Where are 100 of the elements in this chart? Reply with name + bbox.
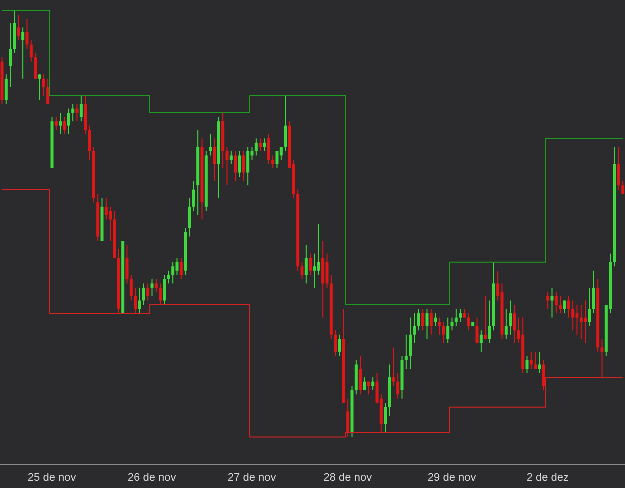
- candlestick: [180, 258, 183, 280]
- candlestick: [526, 356, 529, 374]
- candlestick: [372, 377, 375, 391]
- candlestick: [192, 180, 196, 212]
- candlestick: [580, 304, 583, 340]
- candlestick: [4, 74, 8, 106]
- candlestick: [430, 308, 433, 336]
- candlestick: [334, 330, 338, 357]
- candlestick: [259, 138, 262, 152]
- candlestick: [126, 244, 129, 284]
- candlestick: [422, 308, 425, 332]
- candlestick: [72, 104, 75, 122]
- candlestick: [484, 296, 488, 340]
- candlestick: [17, 14, 20, 42]
- candlestick: [272, 155, 275, 170]
- candlestick: [326, 253, 329, 288]
- candlestick: [209, 134, 212, 156]
- candlestick: [42, 74, 46, 96]
- candlestick: [359, 356, 362, 396]
- candlestick: [59, 112, 62, 135]
- candlestick: [426, 308, 429, 340]
- candlestick: [438, 317, 442, 336]
- candlestick: [63, 116, 66, 135]
- candlestick: [76, 104, 79, 122]
- candlestick: [46, 78, 50, 106]
- candlestick: [280, 146, 283, 160]
- candlestick: [396, 372, 400, 400]
- candlestick: [417, 308, 420, 332]
- candlestick: [538, 351, 542, 374]
- candlestick: [172, 262, 175, 284]
- candlestick: [276, 150, 279, 170]
- candlestick: [592, 270, 596, 314]
- candlestick: [26, 18, 29, 50]
- candlestick: [542, 360, 546, 391]
- candlestick: [409, 317, 412, 370]
- candlestick: [176, 258, 179, 276]
- candlestick: [138, 287, 142, 314]
- candlestick: [509, 300, 512, 336]
- candlestick: [267, 134, 270, 165]
- candlestick: [254, 138, 258, 156]
- candlestick: [38, 74, 42, 101]
- candlestick: [467, 313, 470, 332]
- candlestick: [572, 300, 575, 332]
- candlestick: [213, 138, 216, 182]
- candlestick: [142, 283, 146, 306]
- candlestick: [159, 283, 162, 306]
- candlestick: [309, 253, 312, 276]
- candlestick: [600, 338, 604, 378]
- x-tick-label: 25 de nov: [28, 472, 77, 484]
- candlestick: [313, 253, 316, 288]
- candlestick: [226, 146, 229, 186]
- candlestick: [154, 278, 158, 293]
- candlestick: [22, 27, 25, 80]
- candlestick: [550, 287, 554, 318]
- candlestick: [476, 317, 479, 344]
- candlestick: [622, 180, 625, 195]
- candlestick: [384, 402, 388, 434]
- candlestick: [459, 308, 462, 323]
- candlestick: [246, 146, 250, 186]
- candlestick: [263, 138, 266, 152]
- candlestick: [163, 274, 166, 306]
- candlestick: [80, 95, 83, 122]
- candlestick: [588, 287, 592, 327]
- candlestick: [188, 198, 192, 238]
- candlestick: [88, 125, 92, 160]
- candlestick: [534, 351, 538, 370]
- candlestick: [363, 377, 366, 391]
- candlestick: [546, 292, 550, 310]
- candlestick: [284, 95, 288, 152]
- candlestick: [392, 347, 396, 387]
- candlestick: [576, 304, 579, 336]
- candlestick: [567, 296, 570, 318]
- candlestick: [513, 304, 516, 344]
- candlestick: [242, 150, 246, 182]
- candlestick: [146, 283, 150, 302]
- candlestick: [504, 308, 508, 340]
- candlestick: [434, 313, 438, 327]
- x-tick-label: 26 de nov: [128, 472, 177, 484]
- candlestick: [480, 330, 483, 352]
- candlestick: [238, 150, 242, 178]
- candlestick: [167, 270, 170, 284]
- candlestick: [317, 223, 320, 276]
- candlestick: [488, 300, 492, 344]
- x-tick-label: 29 de nov: [428, 472, 477, 484]
- candlestick: [554, 292, 558, 314]
- candlestick: [34, 52, 38, 80]
- candlestick: [104, 198, 108, 220]
- candlestick: [54, 116, 58, 131]
- candlestick: [338, 334, 342, 357]
- x-tick-label: 2 de dez: [526, 472, 570, 484]
- candlestick: [130, 274, 133, 302]
- candlestick: [134, 287, 138, 314]
- candlestick: [442, 322, 446, 344]
- candlestick: [584, 300, 588, 344]
- x-tick-label: 28 de nov: [324, 472, 373, 484]
- candlestick: [67, 108, 70, 135]
- candlestick: [404, 334, 408, 370]
- candlestick: [30, 40, 33, 62]
- candlestick: [563, 300, 566, 314]
- candlestick: [617, 146, 620, 190]
